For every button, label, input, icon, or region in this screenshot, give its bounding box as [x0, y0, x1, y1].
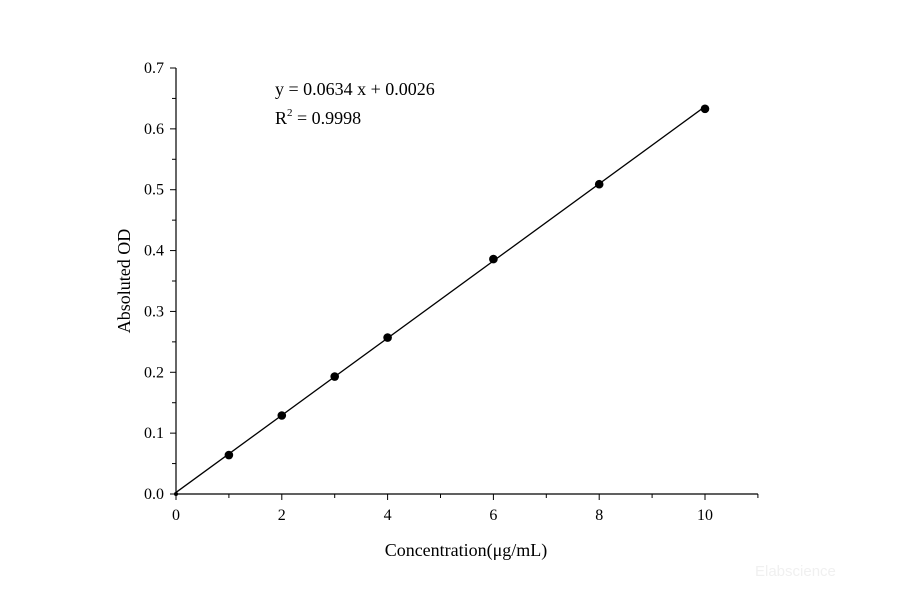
data-point — [700, 104, 710, 114]
x-tick-label: 6 — [489, 507, 497, 524]
y-tick-label: 0.0 — [144, 486, 164, 503]
y-tick-label: 0.3 — [144, 303, 164, 320]
x-tick-label: 8 — [595, 507, 603, 524]
marks — [174, 104, 710, 496]
data-point — [489, 254, 498, 264]
r-squared-sup: 2 — [287, 107, 293, 119]
r-squared-prefix: R — [275, 108, 287, 128]
data-point — [594, 179, 604, 189]
y-tick-label: 0.5 — [144, 182, 164, 199]
fit-line — [175, 106, 706, 493]
r-squared: R2 = 0.9998 — [275, 107, 361, 128]
x-tick-label: 4 — [384, 507, 392, 524]
data-point — [383, 333, 392, 342]
data-point — [330, 372, 340, 381]
x-tick-label: 2 — [278, 507, 286, 524]
data-point — [224, 450, 234, 460]
y-tick-label: 0.1 — [144, 425, 164, 442]
y-tick-label: 0.4 — [144, 243, 164, 260]
y-tick-label: 0.6 — [144, 121, 164, 138]
x-axis-title: Concentration(μg/mL) — [385, 540, 548, 561]
y-tick-label: 0.2 — [144, 364, 164, 381]
y-axis-title: Absoluted OD — [114, 229, 134, 334]
x-tick-label: 10 — [697, 507, 713, 524]
regression-equation: y = 0.0634 x + 0.0026 — [275, 79, 435, 99]
data-point — [174, 492, 178, 496]
axes: 0 2 4 6 8 10 0.0 0.1 0.2 0.3 0.4 0.5 0.6 0.7 — [144, 60, 759, 524]
y-tick-label: 0.7 — [144, 60, 164, 77]
r-squared-value: = 0.9998 — [293, 108, 362, 128]
x-tick-label: 0 — [172, 507, 180, 524]
data-point — [277, 411, 287, 420]
watermark-logo: Elabscience — [755, 563, 836, 580]
